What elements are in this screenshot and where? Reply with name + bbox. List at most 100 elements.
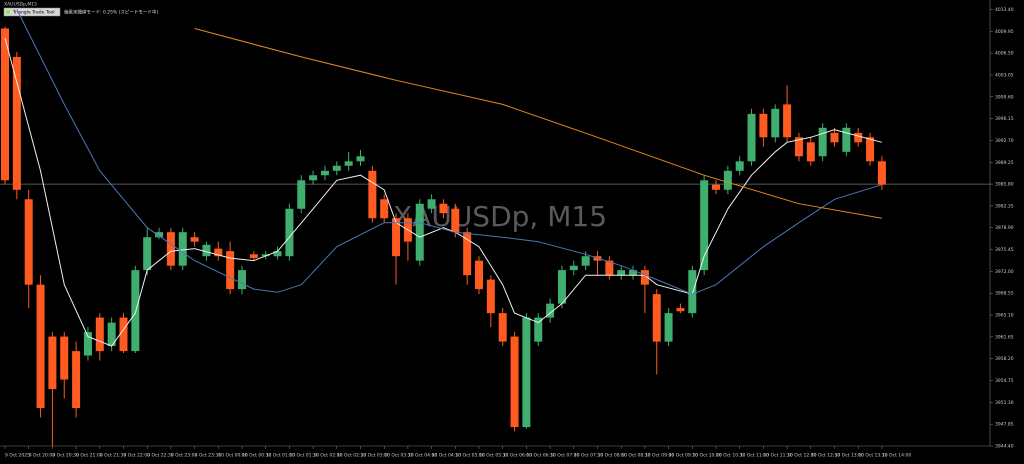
x-tick-label: 10 Oct 12:00 [787,453,816,459]
indicator-line [194,28,882,219]
candle-body [534,317,543,342]
candle-body [143,237,152,271]
candle-body [320,170,329,176]
candle-body [12,56,21,190]
y-tick-label: 4003.05 [995,72,1014,78]
candle-body [498,313,507,342]
candle-body [131,270,140,352]
x-tick-label: 9 Oct 20:30 [52,453,79,459]
candle-body [546,303,555,318]
x-tick-label: 10 Oct 11:00 [740,453,769,459]
x-tick-label: 9 Oct 22:00 [124,453,151,459]
candle-body [522,317,531,428]
x-tick-label: 10 Oct 03:00 [361,453,390,459]
candle-body [747,113,756,162]
candle-body [605,260,614,276]
x-tick-label: 10 Oct 10:30 [716,453,745,459]
candle-body [830,132,839,143]
y-tick-label: 3989.25 [995,160,1014,166]
candle-body [356,156,365,162]
candle-body [557,270,566,304]
y-tick-label: 3951.30 [995,400,1014,406]
candle-body [783,104,792,138]
candle-body [640,270,649,285]
x-tick-label: 9 Oct 21:30 [100,453,127,459]
candle-body [877,161,886,185]
x-tick-label: 10 Oct 07:00 [550,453,579,459]
candle-body [190,237,199,242]
candle-body [794,137,803,157]
candle-body [60,336,69,380]
candle-body [866,137,875,162]
x-tick-label: 9 Oct 23:00 [171,453,198,459]
y-tick-label: 3972.00 [995,269,1014,275]
x-tick-label: 10 Oct 14:00 [882,453,911,459]
y-tick-label: 3975.45 [995,247,1014,253]
candle-body [95,317,104,352]
status-text: 偏乗実閾値モード: 0.25% (スピードモード中) [64,9,158,16]
candle-body [771,108,780,138]
candle-body [664,313,673,342]
candle-body [368,170,377,219]
x-tick-label: 10 Oct 02:30 [337,453,366,459]
x-tick-label: 10 Oct 11:30 [763,453,792,459]
candle-body [652,294,661,342]
symbol-label: XAUUSDp,M15 [4,2,37,8]
candle-body [475,260,483,290]
candle-body [202,244,211,257]
x-tick-label: 10 Oct 10:00 [692,453,721,459]
x-tick-label: 10 Oct 04:30 [432,453,461,459]
candle-body [107,322,116,347]
candle-body [297,180,306,209]
candle-body [214,248,223,257]
y-tick-label: 3992.70 [995,138,1014,144]
x-tick-label: 10 Oct 00:30 [242,453,271,459]
candle-body [439,203,448,214]
y-tick-label: 3954.75 [995,378,1014,384]
y-tick-label: 3999.60 [995,94,1014,100]
y-tick-label: 3965.10 [995,313,1014,319]
tool-button[interactable] [3,7,61,17]
candle-body [676,308,685,312]
y-tick-label: 3996.15 [995,116,1014,122]
x-tick-label: 10 Oct 05:00 [455,453,484,459]
candle-body [415,203,424,261]
candle-body [83,332,92,356]
x-tick-label: 10 Oct 01:30 [289,453,318,459]
candle-body [569,265,578,271]
x-tick-label: 10 Oct 00:00 [218,453,247,459]
x-tick-label: 10 Oct 08:00 [598,453,627,459]
candle-body [427,199,436,209]
candle-body [712,184,720,190]
candle-body [24,199,33,285]
x-tick-label: 10 Oct 09:30 [669,453,698,459]
x-tick-label: 10 Oct 01:00 [266,453,295,459]
candle-body [806,142,815,162]
x-tick-label: 10 Oct 13:00 [835,453,864,459]
x-tick-label: 10 Oct 03:30 [384,453,413,459]
candle-body [72,351,81,409]
y-tick-label: 3961.65 [995,334,1014,340]
candle-body [249,254,258,259]
y-tick-label: 3978.90 [995,225,1014,231]
x-tick-label: 10 Oct 08:30 [621,453,650,459]
candle-body [178,232,187,266]
x-tick-label: 10 Oct 12:30 [811,453,840,459]
tool-button-label[interactable]: Triangle Trade Tool [12,10,55,16]
candle-body [818,127,827,157]
candle-body [285,208,294,257]
y-tick-label: 3968.55 [995,291,1014,297]
y-tick-label: 3982.35 [995,203,1014,209]
x-tick-label: 10 Oct 09:00 [645,453,674,459]
y-tick-label: 3985.80 [995,182,1014,188]
candle-body [688,270,697,314]
plot: 4013.40 4009.95 4006.50 4003.05 3999.60 3996.… [0,7,1014,459]
candle-body [392,218,401,257]
candle-body [629,270,638,276]
candle-body [332,165,341,171]
y-tick-label: 4006.50 [995,51,1014,57]
candle-body [700,180,709,271]
y-tick-label: 3944.40 [995,444,1014,450]
x-tick-label: 9 Oct 21:00 [76,453,103,459]
